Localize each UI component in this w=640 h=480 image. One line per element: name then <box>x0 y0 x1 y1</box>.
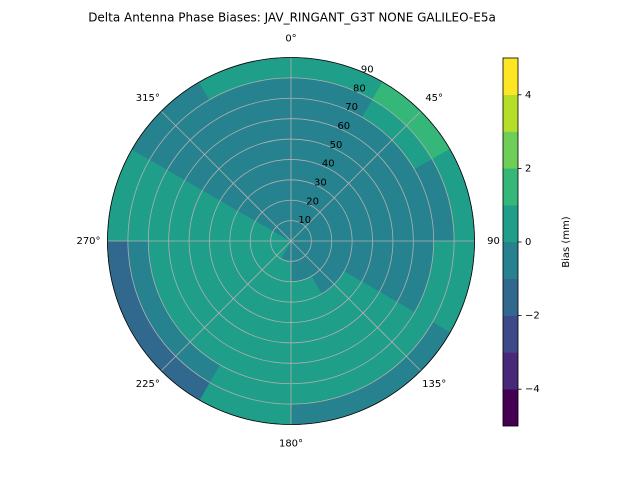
theta-tick-label: 270° <box>76 236 100 247</box>
colorbar-segment <box>502 57 519 95</box>
colorbar-tick-label: 4 <box>525 90 531 101</box>
r-tick-label: 40 <box>322 159 335 170</box>
colorbar-segment <box>502 131 519 169</box>
r-tick-label: 90 <box>361 64 374 75</box>
r-tick-label: 80 <box>353 83 366 94</box>
colorbar-segment <box>502 168 519 206</box>
colorbar-label: Bias (mm) <box>561 216 572 268</box>
grid-spoke <box>290 240 422 372</box>
grid-spoke <box>160 240 292 372</box>
colorbar-segment <box>502 94 519 132</box>
colorbar-tick-label: −4 <box>525 384 540 395</box>
colorbar-segment <box>502 241 519 279</box>
colorbar-tick-label: 2 <box>525 163 531 174</box>
colorbar-segment <box>502 389 519 427</box>
theta-tick-label: 45° <box>425 93 443 104</box>
r-tick-label: 30 <box>314 177 327 188</box>
r-tick-label: 20 <box>306 196 319 207</box>
plot-border <box>107 57 475 425</box>
colorbar-segment <box>502 352 519 390</box>
colorbar-tick-label: −2 <box>525 311 540 322</box>
theta-tick-label: 225° <box>136 379 160 390</box>
r-tick-label: 60 <box>337 121 350 132</box>
colorbar-tick-label: 0 <box>525 237 531 248</box>
theta-tick-label: 0° <box>285 34 296 45</box>
colorbar-segment <box>502 205 519 243</box>
grid-spoke <box>290 110 422 242</box>
theta-tick-label: 135° <box>422 379 446 390</box>
colorbar-segment <box>502 278 519 316</box>
chart-title: Delta Antenna Phase Biases: JAV_RINGANT_… <box>88 11 496 25</box>
colorbar-segment <box>502 315 519 353</box>
theta-tick-label: 180° <box>279 439 303 450</box>
r-tick-label: 10 <box>298 215 311 226</box>
theta-tick-label: 90 <box>487 236 500 247</box>
r-tick-label: 50 <box>330 140 343 151</box>
theta-tick-label: 315° <box>136 93 160 104</box>
r-tick-label: 70 <box>345 102 358 113</box>
grid-spoke <box>160 110 292 242</box>
